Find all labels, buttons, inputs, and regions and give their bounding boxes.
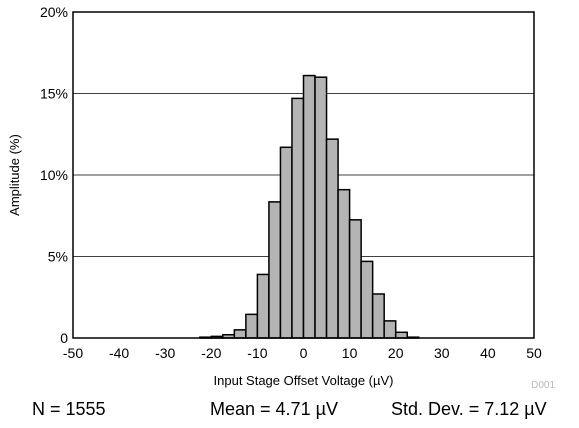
x-tick-label: 50 bbox=[526, 345, 542, 361]
x-tick-label: 30 bbox=[434, 345, 450, 361]
figure-id: D001 bbox=[531, 380, 555, 391]
histogram-bar bbox=[348, 219, 362, 339]
x-tick-label: -40 bbox=[109, 345, 129, 361]
mean-value: Mean = 4.71 µV bbox=[210, 399, 338, 419]
histogram-bar bbox=[371, 293, 385, 339]
x-axis-label: Input Stage Offset Voltage (µV) bbox=[214, 373, 394, 388]
x-tick-label: 20 bbox=[388, 345, 404, 361]
std-dev-value: Std. Dev. = 7.12 µV bbox=[391, 399, 547, 419]
histogram-bar bbox=[245, 313, 259, 339]
x-tick-label: -20 bbox=[201, 345, 221, 361]
y-tick-label: 20% bbox=[40, 4, 68, 20]
histogram-bar bbox=[279, 146, 293, 339]
x-tick-label: 40 bbox=[480, 345, 496, 361]
histogram-bar bbox=[233, 329, 247, 339]
x-tick-label: 0 bbox=[300, 345, 308, 361]
y-tick-labels: 0 5% 10% 15% 20% bbox=[40, 4, 68, 346]
x-tick-labels: -50 -40 -30 -20 -10 0 10 20 30 40 50 bbox=[63, 345, 542, 361]
y-tick-label: 5% bbox=[48, 249, 68, 265]
histogram-bars bbox=[199, 74, 420, 339]
histogram-bar bbox=[302, 74, 316, 339]
histogram-bar bbox=[256, 273, 270, 339]
y-axis-label: Amplitude (%) bbox=[7, 134, 22, 216]
histogram-bar bbox=[394, 331, 408, 339]
sample-count: N = 1555 bbox=[32, 399, 106, 419]
y-tick-label: 10% bbox=[40, 167, 68, 183]
x-tick-label: 10 bbox=[342, 345, 358, 361]
histogram-chart: -50 -40 -30 -20 -10 0 10 20 30 40 50 05%10%15%20% … bbox=[7, 4, 555, 391]
x-tick-label: -10 bbox=[247, 345, 267, 361]
plot-frame bbox=[72, 11, 535, 339]
histogram-bar bbox=[360, 260, 374, 339]
histogram-bar bbox=[337, 188, 351, 339]
histogram-bar bbox=[325, 138, 339, 339]
x-tick-label: -50 bbox=[63, 345, 83, 361]
histogram-bar bbox=[291, 97, 305, 339]
x-tick-label: -30 bbox=[155, 345, 175, 361]
histogram-bar bbox=[268, 201, 282, 339]
y-tick-label: 0 bbox=[60, 330, 68, 346]
y-tick-label: 15% bbox=[40, 86, 68, 102]
histogram-bar bbox=[314, 76, 328, 339]
histogram-bar bbox=[383, 320, 397, 339]
